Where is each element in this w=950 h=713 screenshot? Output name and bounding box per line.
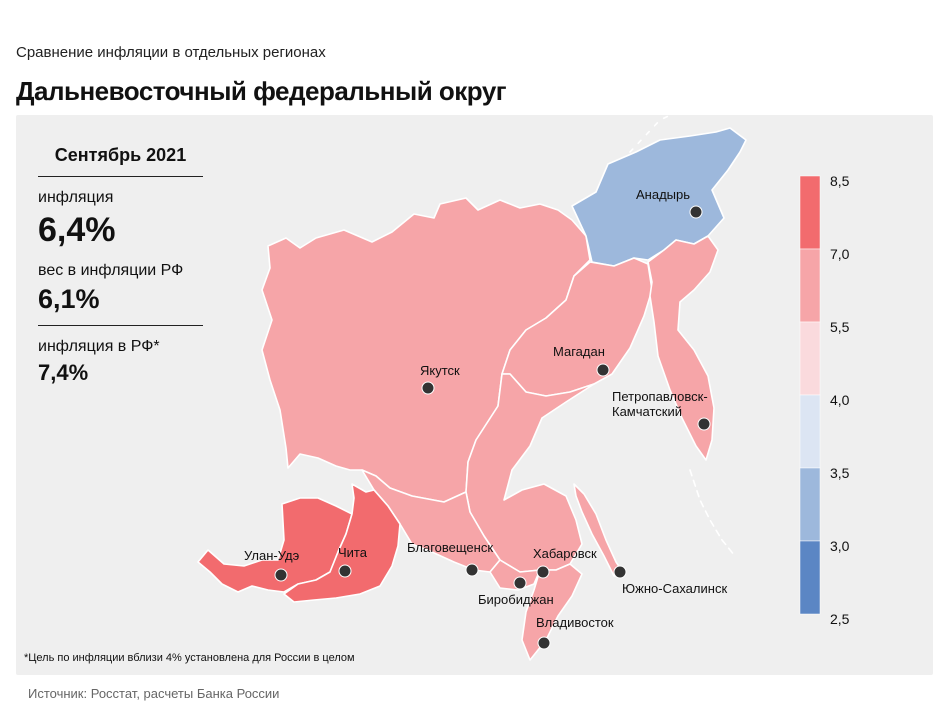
region-kamchatka[interactable] xyxy=(647,235,719,461)
legend-swatch xyxy=(799,175,821,250)
city-label-khabarovsk: Хабаровск xyxy=(533,546,597,561)
city-dot-chita[interactable] xyxy=(338,564,352,578)
legend-tick-label: 3,5 xyxy=(830,465,850,481)
city-label-ulan-ude: Улан-Удэ xyxy=(244,548,300,563)
region-sakhalin[interactable] xyxy=(573,483,625,577)
city-dot-blagoveshchensk[interactable] xyxy=(465,563,479,577)
city-dot-yuzhno-sakhalinsk[interactable] xyxy=(613,565,627,579)
legend-swatch xyxy=(799,540,821,615)
weight-label: вес в инфляции РФ xyxy=(38,262,184,279)
region-primorye[interactable] xyxy=(521,563,583,661)
stats-divider xyxy=(38,325,203,326)
source-note: Источник: Росстат, расчеты Банка России xyxy=(28,686,280,701)
city-dot-yakutsk[interactable] xyxy=(421,381,435,395)
color-legend: 8,5 7,0 5,5 4,0 3,5 3,0 2,5 xyxy=(799,173,850,627)
city-label-petropavlovsk-2: Камчатский xyxy=(612,404,682,419)
legend-tick-label: 7,0 xyxy=(830,246,850,262)
footnote: *Цель по инфляции вблизи 4% установлена … xyxy=(24,652,355,664)
chart-title: Дальневосточный федеральный округ xyxy=(16,76,507,106)
chart-subtitle: Сравнение инфляции в отдельных регионах xyxy=(16,44,326,61)
city-label-anadyr: Анадырь xyxy=(636,187,690,202)
legend-swatch xyxy=(799,394,821,469)
kuril-islands xyxy=(689,469,736,557)
city-label-vladivostok: Владивосток xyxy=(536,615,614,630)
city-label-yakutsk: Якутск xyxy=(420,363,460,378)
city-dot-vladivostok[interactable] xyxy=(537,636,551,650)
legend-tick-label: 4,0 xyxy=(830,392,850,408)
inflation-label: инфляция xyxy=(38,189,114,206)
city-dot-anadyr[interactable] xyxy=(689,205,703,219)
city-label-blagoveshchensk: Благовещенск xyxy=(407,540,493,555)
region-buryatia[interactable] xyxy=(197,497,353,593)
period-label: Сентябрь 2021 xyxy=(38,145,203,177)
city-dot-birobidzhan[interactable] xyxy=(513,576,527,590)
legend-swatch xyxy=(799,467,821,542)
city-label-yuzhno-sakhalinsk: Южно-Сахалинск xyxy=(622,581,727,596)
region-zabaykalsky[interactable] xyxy=(283,483,401,603)
legend-tick-label: 8,5 xyxy=(830,173,850,189)
city-dot-petropavlovsk[interactable] xyxy=(697,417,711,431)
inflation-value: 6,4% xyxy=(38,211,116,249)
city-label-petropavlovsk-1: Петропавловск- xyxy=(612,389,708,404)
legend-tick-label: 2,5 xyxy=(830,611,850,627)
city-label-chita: Чита xyxy=(338,545,368,560)
legend-swatch xyxy=(799,321,821,396)
legend-tick-label: 3,0 xyxy=(830,538,850,554)
wrangel-detail xyxy=(629,103,695,153)
rf-inflation-value: 7,4% xyxy=(38,360,89,385)
legend-tick-label: 5,5 xyxy=(830,319,850,335)
region-jewish-ao[interactable] xyxy=(489,559,541,591)
stats-block: Сентябрь 2021 инфляция 6,4% вес в инфляц… xyxy=(38,145,203,386)
city-dot-khabarovsk[interactable] xyxy=(536,565,550,579)
city-label-magadan: Магадан xyxy=(553,344,605,359)
city-label-birobidzhan: Биробиджан xyxy=(478,592,554,607)
rf-inflation-label: инфляция в РФ* xyxy=(38,338,160,355)
city-dot-magadan[interactable] xyxy=(596,363,610,377)
weight-value: 6,1% xyxy=(38,284,100,314)
legend-swatch xyxy=(799,248,821,323)
city-dot-ulan-ude[interactable] xyxy=(274,568,288,582)
